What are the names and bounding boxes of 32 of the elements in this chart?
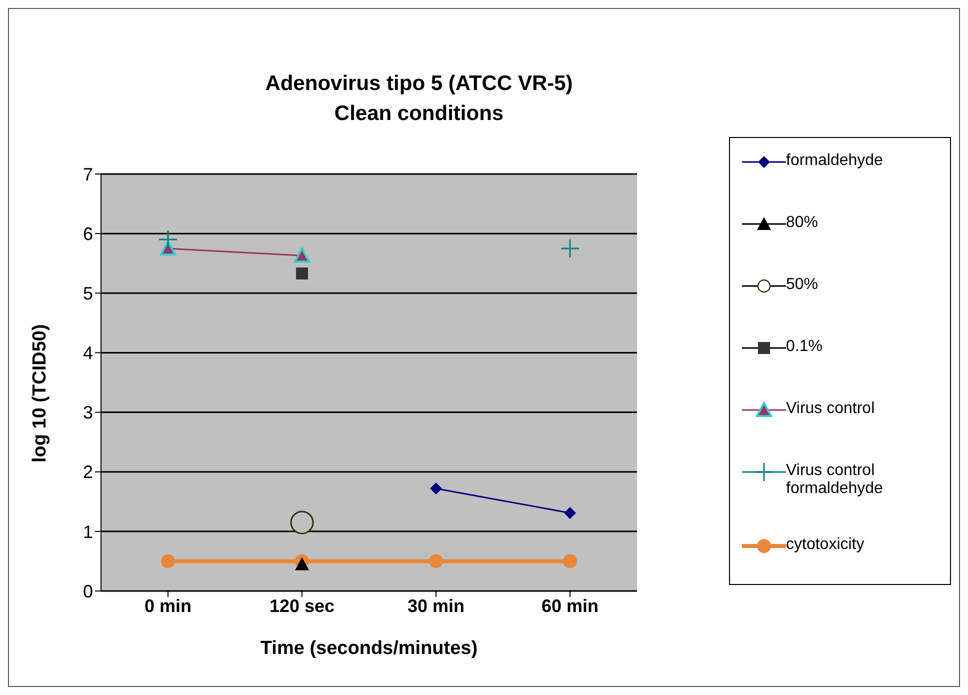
point — [560, 238, 580, 258]
y-tick-label: 1 — [82, 522, 93, 542]
point — [161, 554, 175, 568]
x-tick-label: 30 min — [407, 596, 465, 616]
point — [290, 510, 314, 534]
y-tick-label: 2 — [82, 462, 93, 482]
chart-title: Adenovirus tipo 5 (ATCC VR-5) — [264, 71, 574, 97]
point — [564, 506, 576, 519]
y-axis-title: log 10 (TCID50) — [30, 324, 51, 462]
legend-label: 50% — [786, 276, 820, 294]
legend-label: cytotoxicity — [786, 536, 866, 554]
legend-label: 0.1% — [786, 338, 824, 356]
y-tick-label: 5 — [82, 284, 93, 304]
legend-label: Virus control formaldehyde — [786, 462, 884, 498]
point — [563, 554, 577, 568]
y-tick-label: 4 — [82, 343, 93, 364]
y-tick-label: 6 — [82, 224, 93, 244]
point — [429, 554, 443, 568]
x-tick-label: 0 min — [144, 596, 192, 616]
y-tick-label: 7 — [82, 164, 93, 184]
chart-subtitle: Clean conditions — [333, 101, 505, 127]
point — [430, 482, 442, 495]
y-tick-label: 0 — [82, 581, 93, 602]
point — [296, 267, 308, 280]
y-tick-label: 3 — [82, 402, 93, 423]
x-tick-label: 60 min — [541, 596, 599, 616]
legend-label: Virus control — [786, 400, 876, 418]
legend-label: 80% — [786, 214, 820, 232]
x-axis-title: Time (seconds/minutes) — [260, 638, 478, 659]
point — [295, 557, 309, 570]
legend-label: formaldehyde — [786, 152, 884, 170]
x-tick-label: 120 sec — [269, 596, 335, 616]
